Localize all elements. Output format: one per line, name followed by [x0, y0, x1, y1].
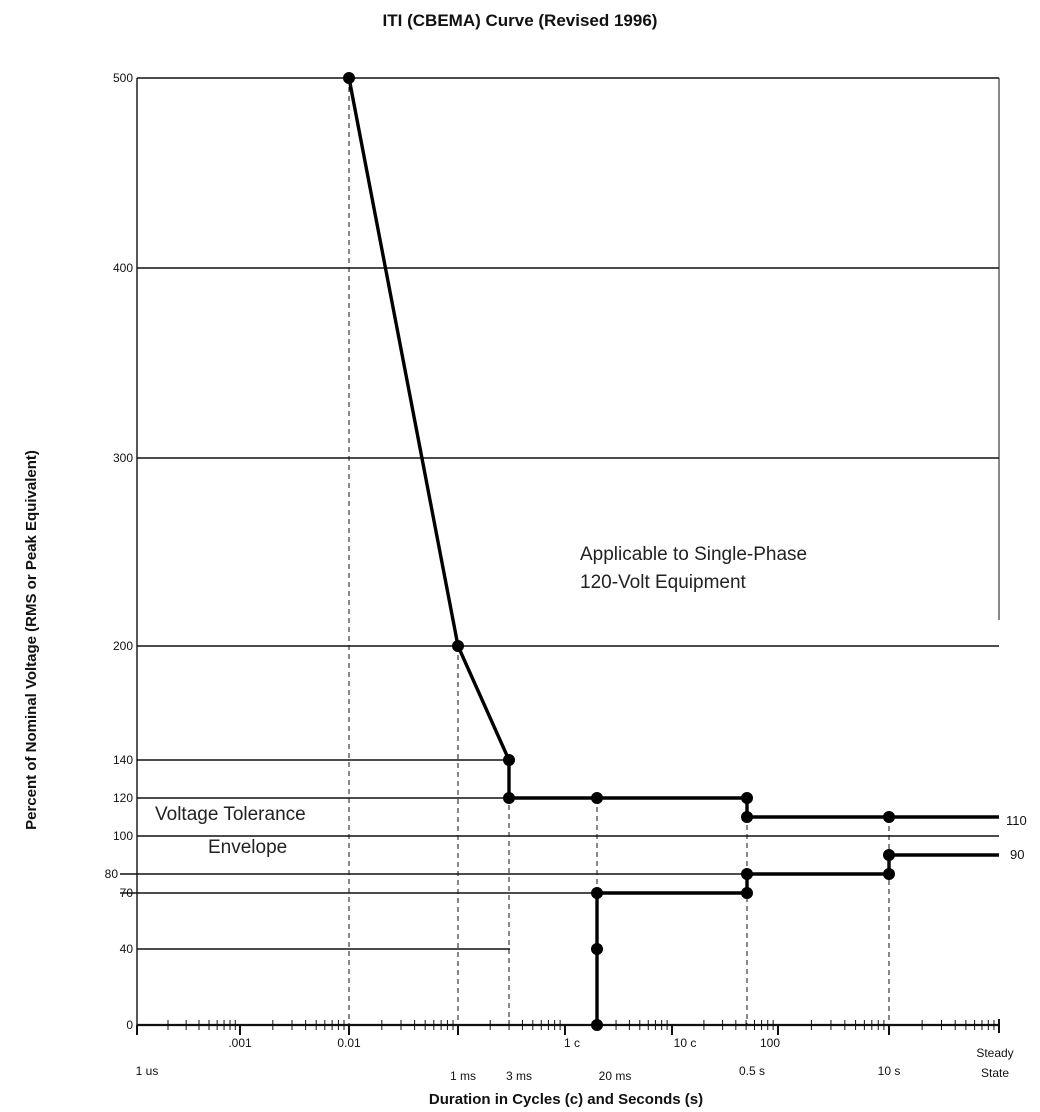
- annotation-single-phase: Applicable to Single-Phase: [580, 544, 807, 565]
- upper-limit-point: [503, 754, 515, 766]
- right-label-90: 90: [1010, 847, 1024, 862]
- lower-limit-point: [591, 887, 603, 899]
- x-tick-label: 0.01: [337, 1036, 361, 1050]
- x-tick-label: 1 c: [564, 1036, 580, 1050]
- lower-limit-point: [591, 1019, 603, 1031]
- y-tick-label: 200: [113, 639, 133, 653]
- annotation-voltage-tolerance: Voltage Tolerance: [155, 804, 306, 825]
- x-tick-label: 10 s: [878, 1064, 901, 1078]
- upper-limit-point: [741, 811, 753, 823]
- y-tick-label: 300: [113, 451, 133, 465]
- x-tick-label: 3 ms: [506, 1069, 532, 1083]
- grid-layer: [120, 77, 999, 950]
- y-tick-label: 500: [113, 71, 133, 85]
- lower-limit-point: [741, 887, 753, 899]
- x-tick-label: State: [981, 1066, 1009, 1080]
- upper-limit-point: [741, 792, 753, 804]
- annotation-120-volt: 120-Volt Equipment: [580, 572, 747, 593]
- marker-layer: [343, 72, 895, 1031]
- y-axis-label: Percent of Nominal Voltage (RMS or Peak …: [23, 450, 40, 830]
- y-tick-label: 400: [113, 261, 133, 275]
- chart-title: ITI (CBEMA) Curve (Revised 1996): [383, 11, 658, 30]
- x-tick-label: 1 us: [136, 1064, 159, 1078]
- y-tick-label: 120: [113, 791, 133, 805]
- x-axis-label: Duration in Cycles (c) and Seconds (s): [429, 1091, 703, 1108]
- label-layer: Applicable to Single-Phase 120-Volt Equi…: [155, 544, 1027, 862]
- y-tick-label: 0: [126, 1018, 133, 1032]
- upper-limit-point: [503, 792, 515, 804]
- annotation-envelope: Envelope: [208, 837, 287, 858]
- lower-limit-curve: [595, 853, 999, 1025]
- upper-limit-point: [883, 811, 895, 823]
- x-tick-label: .001: [228, 1036, 252, 1050]
- upper-limit-curve: [347, 77, 999, 819]
- x-tick-label: 100: [760, 1036, 780, 1050]
- y-tick-label: 40: [120, 942, 134, 956]
- y-tick-label: 100: [113, 829, 133, 843]
- upper-limit-point: [343, 72, 355, 84]
- x-tick-label: Steady: [976, 1046, 1013, 1060]
- lower-limit-point: [591, 943, 603, 955]
- lower-limit-point: [883, 868, 895, 880]
- x-tick-label: 1 ms: [450, 1069, 476, 1083]
- x-tick-label: 10 c: [674, 1036, 697, 1050]
- right-label-110: 110: [1006, 813, 1027, 828]
- upper-limit-point: [452, 640, 464, 652]
- y-tick-label: 70: [120, 886, 134, 900]
- x-tick-label: 20 ms: [599, 1069, 632, 1083]
- y-tick-label: 140: [113, 753, 133, 767]
- lower-limit-point: [741, 868, 753, 880]
- upper-limit-point: [591, 792, 603, 804]
- x-tick-label: 0.5 s: [739, 1064, 765, 1078]
- y-tick-label: 80: [105, 867, 119, 881]
- lower-limit-point: [883, 849, 895, 861]
